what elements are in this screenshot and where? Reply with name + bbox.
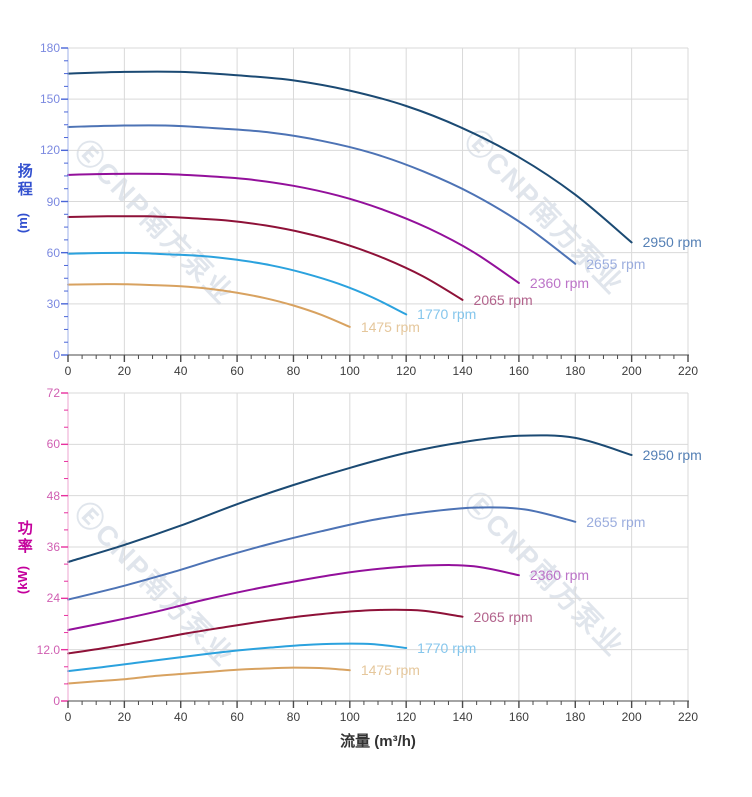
curve-2950-rpm: [67, 434, 633, 563]
flow-axis-title: 流量 (m³/h): [340, 733, 416, 750]
curve-1770-rpm: [67, 251, 408, 316]
curve-1770-rpm: [67, 642, 408, 673]
curve-2065-rpm: [67, 215, 464, 301]
curve-2360-rpm: [67, 172, 520, 284]
curve-2950-rpm: [67, 70, 633, 244]
curve-2065-rpm: [67, 608, 464, 655]
head-axis-title-text: 扬程: [15, 163, 33, 199]
curve-1475-rpm: [67, 283, 351, 328]
power-axis-title: 功率 (kW): [14, 520, 33, 600]
curve-1475-rpm: [67, 666, 351, 685]
curve-2360-rpm: [67, 564, 520, 631]
curve-2655-rpm: [67, 506, 577, 601]
head-axis-unit: (m): [15, 212, 31, 234]
power-axis-title-text: 功率: [15, 520, 33, 556]
curve-2655-rpm: [67, 124, 577, 265]
power-axis-unit: (kW): [15, 565, 31, 595]
head-axis-title: 扬程 (m): [14, 163, 33, 243]
